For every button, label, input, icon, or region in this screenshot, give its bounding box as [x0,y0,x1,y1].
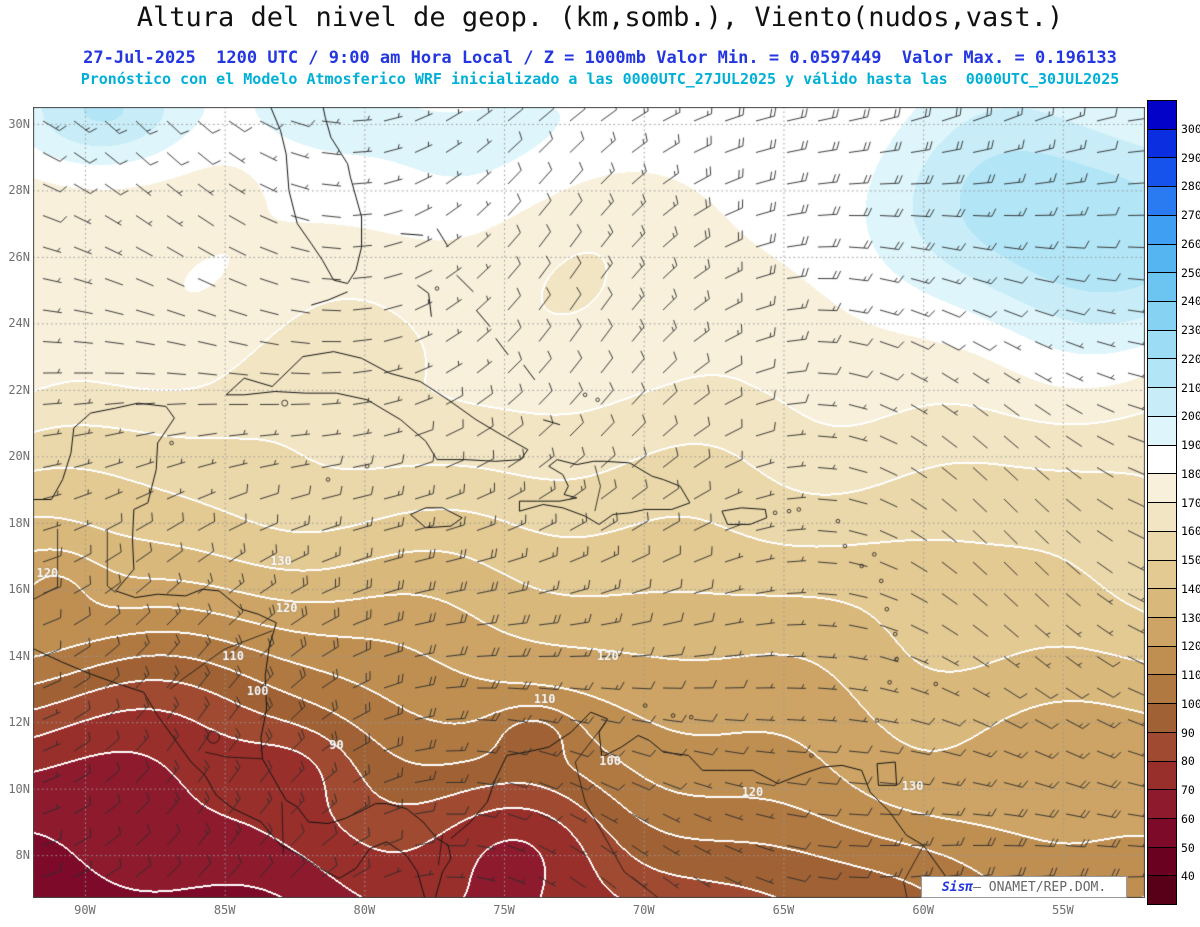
colorbar-tick: 150 [1181,553,1200,567]
colorbar-cell [1148,646,1176,676]
colorbar-cell [1148,589,1176,618]
colorbar-cell [1148,790,1176,819]
colorbar-tick: 240 [1181,294,1200,309]
colorbar-cell [1148,273,1176,303]
colorbar-cell [1148,761,1176,791]
figure-subtitle-datetime: 27-Jul-2025 1200 UTC / 9:00 am Hora Loca… [83,48,1117,68]
colorbar-cell [1148,560,1176,590]
y-tick: 18N [8,515,30,530]
colorbar-tick: 50 [1181,840,1195,855]
x-tick: 60W [912,903,934,917]
y-tick: 22N [8,382,30,397]
x-tick: 85W [213,903,236,917]
colorbar-tick: 190 [1181,438,1200,452]
x-tick: 75W [493,903,515,917]
colorbar-tick: 260 [1181,236,1200,251]
colorbar-tick: 290 [1181,150,1200,165]
y-tick: 14N [8,648,30,663]
colorbar-cell [1148,330,1176,360]
colorbar-cell [1148,503,1176,532]
colorbar-cell [1148,416,1176,446]
x-tick: 65W [772,903,795,917]
colorbar-cell [1148,445,1176,475]
colorbar-tick: 100 [1181,696,1200,711]
credit-box: Sisπ – ONAMET/REP.DOM. [921,876,1127,898]
colorbar-tick: 120 [1181,639,1200,654]
colorbar-tick: 270 [1181,208,1200,222]
colorbar-tick: 110 [1181,668,1200,682]
map-canvas [33,107,1145,898]
colorbar-cell [1148,732,1176,762]
y-tick: 24N [8,316,30,331]
y-tick: 20N [8,449,30,464]
colorbar-tick: 160 [1181,524,1200,539]
y-tick: 28N [8,183,30,198]
figure-title: Altura del nivel de geop. (km,somb.), Vi… [136,2,1064,33]
colorbar-tick: 90 [1181,725,1195,740]
colorbar-tick: 170 [1181,495,1200,510]
x-tick: 55W [1052,903,1074,917]
brand-label: Sisπ [941,879,974,895]
credit-text: – ONAMET/REP.DOM. [973,879,1107,895]
x-tick: 90W [74,903,96,917]
y-tick: 8N [15,848,30,863]
y-tick: 10N [8,781,30,796]
colorbar-tick: 180 [1181,466,1200,481]
figure-subtitle-model: Pronóstico con el Modelo Atmosferico WRF… [80,70,1120,88]
colorbar-tick: 200 [1181,409,1200,424]
colorbar-cell [1148,129,1176,159]
colorbar-tick: 40 [1181,869,1195,884]
x-tick: 70W [632,903,655,917]
colorbar-tick: 300 [1181,121,1200,136]
colorbar-tick: 210 [1181,380,1200,395]
colorbar [1147,100,1177,905]
colorbar-cell [1148,302,1176,331]
colorbar-cell [1148,101,1176,130]
colorbar-cell [1148,675,1176,705]
colorbar-cell [1148,388,1176,417]
colorbar-tick: 230 [1181,323,1200,337]
colorbar-tick: 130 [1181,610,1200,625]
colorbar-cell [1148,359,1176,389]
x-tick: 80W [353,903,376,917]
colorbar-tick: 140 [1181,581,1200,596]
colorbar-cell [1148,158,1176,188]
y-tick: 26N [8,249,30,264]
y-tick: 12N [8,715,30,730]
colorbar-tick: 250 [1181,265,1200,280]
y-tick: 16N [8,582,30,597]
colorbar-cell [1148,187,1176,216]
colorbar-tick: 220 [1181,351,1200,366]
colorbar-cell [1148,244,1176,274]
y-tick: 30N [8,116,30,131]
colorbar-tick: 70 [1181,783,1195,797]
colorbar-cell [1148,876,1176,905]
colorbar-cell [1148,847,1176,877]
colorbar-cell [1148,818,1176,848]
colorbar-tick: 280 [1181,179,1200,194]
colorbar-cell [1148,215,1176,245]
colorbar-cell [1148,617,1176,647]
colorbar-cell [1148,474,1176,504]
colorbar-tick: 80 [1181,754,1195,769]
colorbar-cell [1148,704,1176,733]
colorbar-tick: 60 [1181,811,1195,826]
colorbar-cell [1148,531,1176,561]
